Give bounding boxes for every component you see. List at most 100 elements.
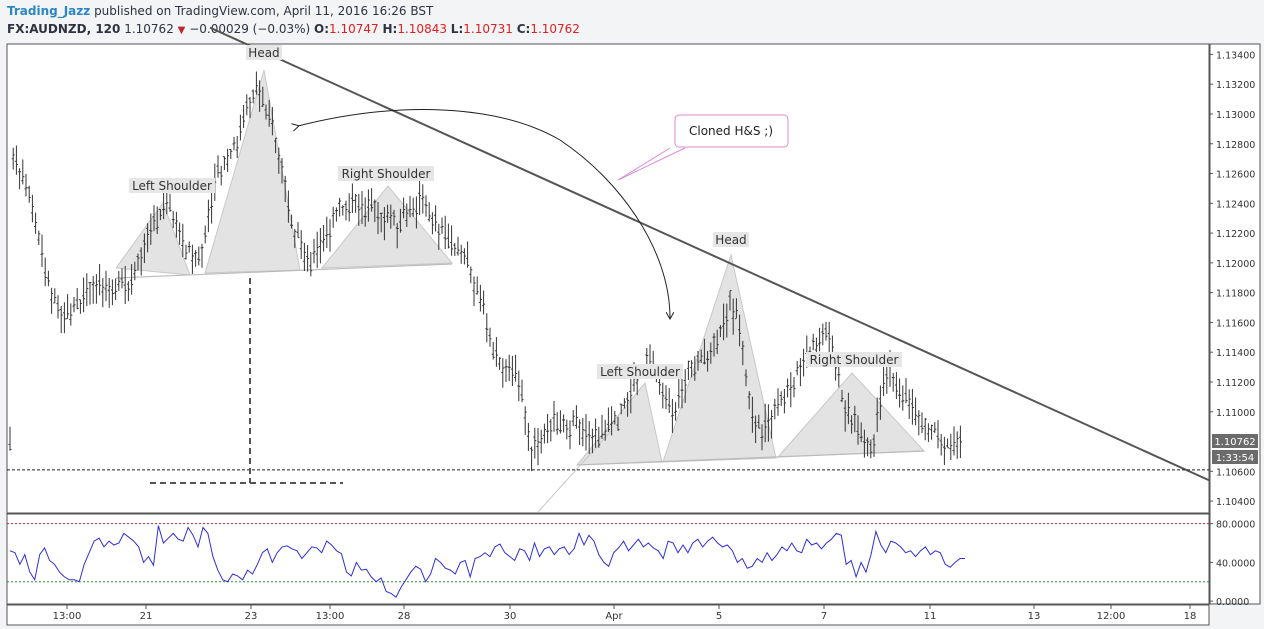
callout-box[interactable]: Cloned H&S ;) [617, 114, 789, 181]
ohlc-bar [715, 329, 719, 355]
annotation-head-1[interactable]: Head [246, 45, 282, 60]
ohlc-bar [120, 268, 124, 289]
ohlc-bar [878, 385, 882, 420]
low-value: 1.10731 [463, 22, 513, 36]
ohlc-bar [248, 96, 252, 119]
ohlc-bar [245, 94, 249, 116]
time-tick-label: 28 [398, 611, 411, 622]
ohlc-bar [549, 419, 553, 442]
annotation-left-shoulder-1[interactable]: Left Shoulder [129, 178, 215, 193]
ohlc-bar [875, 397, 879, 433]
ohlc-bar [149, 213, 153, 245]
ohlc-bar [933, 422, 937, 433]
ohlc-bar [133, 261, 137, 281]
price-tick-label: 1.12000 [1216, 259, 1255, 270]
annotation-bg [713, 232, 749, 247]
ohlc-bar [606, 407, 610, 433]
badge-text: 1.10762 [1214, 437, 1255, 448]
ohlc-bar [914, 397, 918, 426]
ohlc-bar [677, 375, 681, 409]
ohlc-bar [552, 400, 556, 432]
ohlc-bar [510, 355, 514, 387]
ohlc-bar [232, 136, 236, 151]
ohlc-bar [62, 302, 66, 334]
annotation-head-2[interactable]: Head [713, 232, 749, 247]
ohlc-bar [786, 378, 790, 398]
ohlc-bar [78, 299, 82, 314]
high-value: 1.10843 [397, 22, 447, 36]
time-tick-label: 30 [504, 611, 517, 622]
ohlc-bar [171, 211, 175, 229]
annotation-right-shoulder-1[interactable]: Right Shoulder [338, 166, 434, 181]
ohlc-bar [546, 413, 550, 444]
guide-line [537, 429, 613, 513]
ohlc-bar [72, 297, 76, 313]
ohlc-bar [229, 149, 233, 160]
ohlc-bar [235, 136, 239, 159]
annotation-right-shoulder-2[interactable]: Right Shoulder [806, 352, 902, 367]
price-tick-label: 1.11600 [1216, 318, 1255, 329]
ohlc-bar [555, 412, 559, 435]
callout-bg [674, 114, 789, 148]
time-tick-label: 7 [821, 611, 827, 622]
axes-layer: 1.13400 1.13200 1.13000 1.12800 1.12600 1.124… [53, 50, 1256, 622]
price-axis-strip[interactable] [1209, 43, 1261, 605]
ohlc-bar [757, 414, 761, 429]
price-tick-label: 1.11000 [1216, 408, 1255, 419]
ohlc-bar [187, 241, 191, 253]
ohlc-bar [818, 327, 822, 352]
ohlc-bar [34, 212, 38, 234]
ohlc-bar [203, 225, 207, 244]
rsi-pane[interactable] [6, 513, 1210, 605]
ohlc-bar [24, 173, 28, 197]
price-tick-label: 1.11400 [1216, 348, 1255, 359]
ohlc-bar [501, 358, 505, 388]
ohlc-bar [498, 357, 502, 370]
ohlc-bar [280, 158, 284, 184]
ohlc-bar [811, 333, 815, 351]
time-tick-label: 18 [1184, 611, 1197, 622]
ohlc-bar [709, 342, 713, 364]
ohlc-bar [712, 333, 716, 357]
ohlc-bar [866, 437, 870, 457]
price-tick-label: 1.12400 [1216, 199, 1255, 210]
ohlc-bar [21, 159, 25, 185]
ohlc-bar [696, 350, 700, 371]
ohlc-bar [539, 429, 543, 454]
annotation-left-shoulder-2[interactable]: Left Shoulder [597, 364, 683, 379]
high-label: H: [382, 22, 398, 36]
ohlc-bar [43, 257, 47, 287]
symbol-label[interactable]: FX:AUDNZD, 120 [7, 22, 121, 36]
symbol-ohlc-line: FX:AUDNZD, 120 1.10762 ▼ −0.00029 (−0.03… [7, 22, 580, 36]
badge-text: 1:33:54 [1216, 453, 1255, 464]
ohlc-bar [222, 156, 226, 171]
publish-line: Trading_Jazz published on TradingView.co… [7, 4, 433, 18]
ohlc-bar [242, 104, 246, 129]
ohlc-bar [37, 230, 41, 246]
ohlc-bar [504, 359, 508, 382]
time-axis-strip[interactable] [6, 604, 1210, 626]
ohlc-bar [286, 190, 290, 223]
ohlc-bar [725, 303, 729, 338]
last-price: 1.10762 [124, 22, 174, 36]
ohlc-bar [613, 410, 617, 425]
ohlc-bar [747, 391, 751, 410]
badge-bg [1212, 434, 1258, 448]
ohlc-bar [50, 287, 54, 314]
ohlc-bar [738, 314, 742, 347]
author-link[interactable]: Trading_Jazz [7, 4, 91, 18]
ohlc-bar [542, 423, 546, 444]
drawings-layer [7, 26, 1210, 484]
ohlc-bar [955, 431, 959, 459]
ohlc-bar [139, 247, 143, 276]
callout-pointer [617, 147, 671, 181]
ohlc-bar [754, 415, 758, 444]
ohlc-bar [744, 369, 748, 387]
ohlc-bar [14, 145, 18, 175]
ohlc-bar [254, 71, 258, 95]
ohlc-bar [821, 323, 825, 346]
ohlc-bar [706, 351, 710, 372]
ohlc-bar [530, 446, 534, 472]
ohlc-bar [594, 418, 598, 448]
